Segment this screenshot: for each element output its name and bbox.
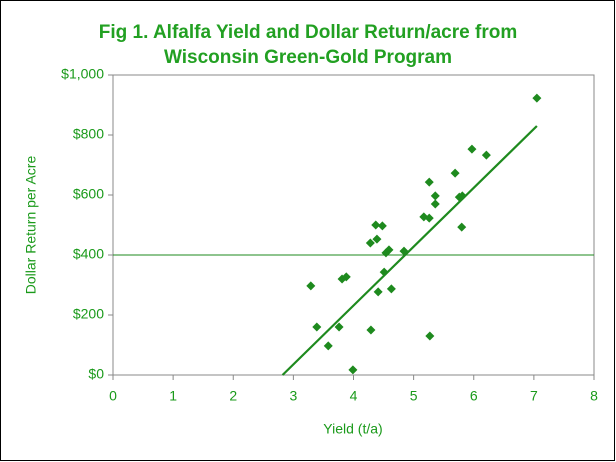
- data-point: [481, 150, 491, 160]
- data-point: [430, 191, 440, 201]
- x-tick-label: 5: [410, 388, 418, 404]
- data-point: [312, 322, 322, 332]
- chart-title: Wisconsin Green-Gold Program: [164, 47, 452, 68]
- x-tick-label: 6: [470, 388, 478, 404]
- data-point: [425, 331, 435, 341]
- data-point: [366, 325, 376, 335]
- data-point: [384, 245, 394, 255]
- x-tick-label: 1: [169, 388, 177, 404]
- y-axis-label: Dollar Return per Acre: [23, 156, 39, 295]
- data-point: [371, 220, 381, 230]
- data-point: [373, 287, 383, 297]
- data-point: [457, 191, 467, 201]
- x-tick-label: 2: [229, 388, 237, 404]
- data-point: [450, 168, 460, 178]
- data-point: [424, 213, 434, 223]
- y-tick-label: $1,000: [61, 66, 104, 82]
- data-point: [341, 272, 351, 282]
- x-tick-label: 3: [289, 388, 297, 404]
- y-tick-label: $400: [73, 246, 104, 262]
- data-point: [430, 199, 440, 209]
- data-point: [457, 222, 467, 232]
- data-point: [532, 93, 542, 103]
- data-point: [323, 341, 333, 351]
- data-point: [348, 365, 358, 375]
- data-point: [424, 177, 434, 187]
- y-tick-label: $0: [88, 366, 104, 382]
- data-point: [377, 221, 387, 231]
- y-tick-label: $600: [73, 186, 104, 202]
- data-point: [386, 284, 396, 294]
- data-point: [467, 144, 477, 154]
- y-tick-label: $800: [73, 126, 104, 142]
- data-point: [379, 267, 389, 277]
- data-point: [365, 238, 375, 248]
- y-tick-label: $200: [73, 306, 104, 322]
- x-tick-label: 8: [590, 388, 598, 404]
- trendline: [281, 125, 538, 376]
- data-point: [334, 322, 344, 332]
- chart-title: Fig 1. Alfalfa Yield and Dollar Return/a…: [99, 22, 517, 43]
- data-point: [372, 234, 382, 244]
- x-axis-label: Yield (t/a): [323, 421, 382, 437]
- x-tick-label: 7: [530, 388, 538, 404]
- data-point: [399, 246, 409, 256]
- data-point: [306, 281, 316, 291]
- x-tick-label: 0: [109, 388, 117, 404]
- x-tick-label: 4: [350, 388, 358, 404]
